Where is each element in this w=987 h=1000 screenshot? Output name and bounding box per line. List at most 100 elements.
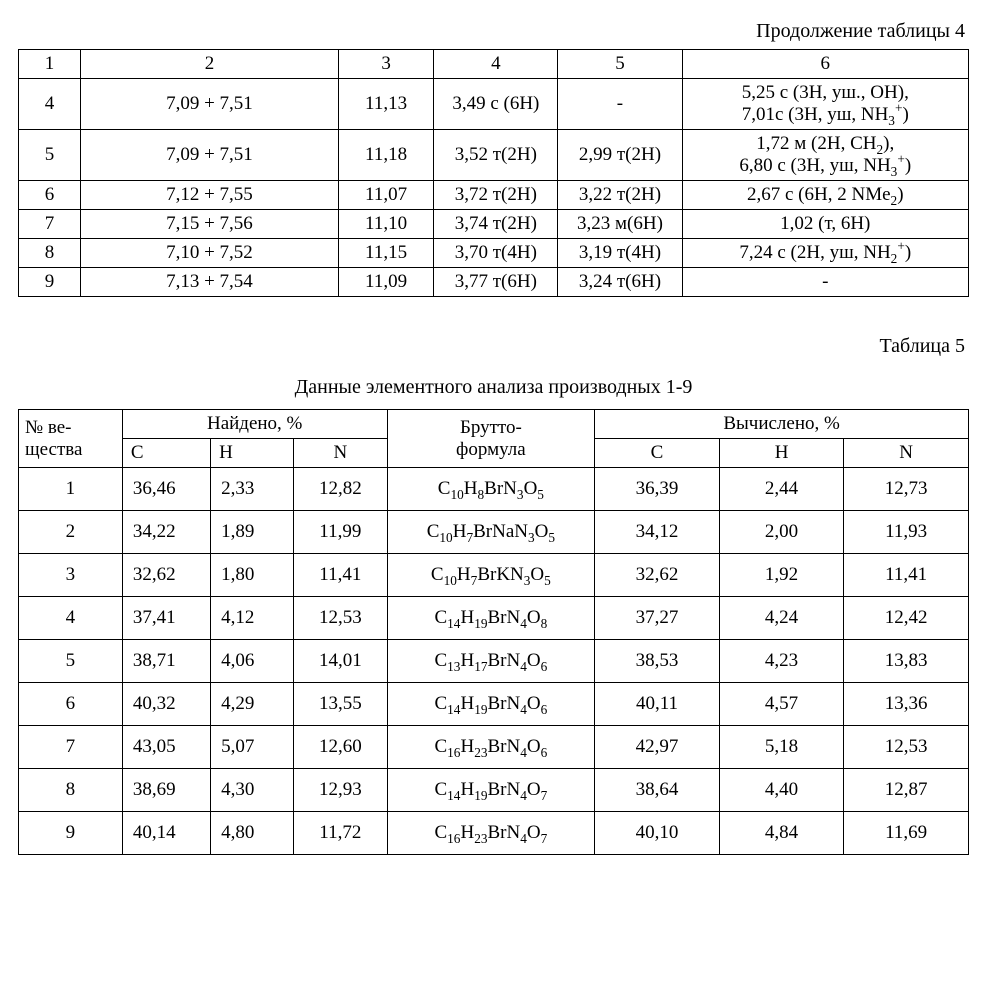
table5-cell: 5,07	[211, 726, 294, 769]
table5-cell: 38,53	[595, 640, 720, 683]
table4-cell: 7,12 + 7,55	[81, 181, 339, 210]
table5-cell: 4,24	[719, 597, 844, 640]
table4-cell: 2,99 т(2H)	[558, 130, 682, 181]
table4-row: 87,10 + 7,5211,153,70 т(4H)3,19 т(4H)7,2…	[19, 239, 969, 268]
table4-row: 47,09 + 7,5111,133,49 с (6H)-5,25 с (3H,…	[19, 79, 969, 130]
table5-cell: 12,87	[844, 769, 969, 812]
table5: № ве-щества Найдено, % Брутто- формула В…	[18, 409, 969, 855]
table5-cell: 1,89	[211, 511, 294, 554]
table5-head-h2: H	[719, 439, 844, 468]
table4-cell: 7,10 + 7,52	[81, 239, 339, 268]
table5-head-formula-top: Брутто-	[460, 417, 522, 438]
table4-cell: 6	[19, 181, 81, 210]
table4-head-1: 1	[19, 50, 81, 79]
table4-row: 67,12 + 7,5511,073,72 т(2H)3,22 т(2H)2,6…	[19, 181, 969, 210]
table5-cell: 40,14	[122, 812, 210, 855]
table5-head-n2: N	[844, 439, 969, 468]
table5-cell: 4,30	[211, 769, 294, 812]
table5-head-formula: Брутто- формула	[387, 410, 595, 468]
table4-cell: 7,13 + 7,54	[81, 268, 339, 297]
table4-cell: 1,02 (т, 6H)	[682, 210, 968, 239]
table4-cell: 3,70 т(4H)	[434, 239, 558, 268]
table5-head-c2: C	[595, 439, 720, 468]
table4-cell: 7,24 с (2H, уш, NH2+)	[682, 239, 968, 268]
table5-row: 437,414,1212,53C14H19BrN4O837,274,2412,4…	[19, 597, 969, 640]
table5-cell: C10H7BrKN3O5	[387, 554, 595, 597]
table5-row: 136,462,3312,82C10H8BrN3O536,392,4412,73	[19, 468, 969, 511]
table5-cell: 12,60	[294, 726, 387, 769]
table4-cell: 7	[19, 210, 81, 239]
table4-cell: 2,67 с (6H, 2 NMe2)	[682, 181, 968, 210]
table4-cell: 9	[19, 268, 81, 297]
table4-cell: 3,52 т(2H)	[434, 130, 558, 181]
table4-row: 77,15 + 7,5611,103,74 т(2H)3,23 м(6H)1,0…	[19, 210, 969, 239]
table5-cell: C14H19BrN4O6	[387, 683, 595, 726]
table5-head-found: Найдено, %	[122, 410, 387, 439]
table5-cell: 12,53	[294, 597, 387, 640]
table5-cell: 1,80	[211, 554, 294, 597]
table4-row: 57,09 + 7,5111,183,52 т(2H)2,99 т(2H)1,7…	[19, 130, 969, 181]
table4-head-2: 2	[81, 50, 339, 79]
table4-cell: 3,77 т(6H)	[434, 268, 558, 297]
table5-cell: 1,92	[719, 554, 844, 597]
table5-cell: 34,22	[122, 511, 210, 554]
table4-cell: 11,18	[338, 130, 433, 181]
table5-cell: 12,93	[294, 769, 387, 812]
table5-cell: 4	[19, 597, 123, 640]
table4-cell: 1,72 м (2H, CH2),6,80 с (3H, уш, NH3+)	[682, 130, 968, 181]
table4-cell: -	[682, 268, 968, 297]
table5-row: 940,144,8011,72C16H23BrN4O740,104,8411,6…	[19, 812, 969, 855]
table4-cell: 7,09 + 7,51	[81, 79, 339, 130]
table4-cell: 3,72 т(2H)	[434, 181, 558, 210]
table4-head-3: 3	[338, 50, 433, 79]
table5-cell: 36,39	[595, 468, 720, 511]
table5-cell: C14H19BrN4O7	[387, 769, 595, 812]
table4-cell: 3,24 т(6H)	[558, 268, 682, 297]
table5-cell: 4,40	[719, 769, 844, 812]
table4-cell: 3,49 с (6H)	[434, 79, 558, 130]
table5-cell: 4,23	[719, 640, 844, 683]
table4-row: 97,13 + 7,5411,093,77 т(6H)3,24 т(6H)-	[19, 268, 969, 297]
table4-cell: 3,19 т(4H)	[558, 239, 682, 268]
table5-cell: 43,05	[122, 726, 210, 769]
table5-cell: C16H23BrN4O7	[387, 812, 595, 855]
table5-cell: 11,41	[294, 554, 387, 597]
table5-cell: 4,57	[719, 683, 844, 726]
table5-cell: 38,71	[122, 640, 210, 683]
table5-cell: 5,18	[719, 726, 844, 769]
table5-cell: 4,12	[211, 597, 294, 640]
table5-cell: 11,72	[294, 812, 387, 855]
table5-cell: 1	[19, 468, 123, 511]
table5-cell: 12,42	[844, 597, 969, 640]
table5-cell: 11,41	[844, 554, 969, 597]
table5-cell: 37,27	[595, 597, 720, 640]
table5-cell: 5	[19, 640, 123, 683]
table5-cell: 37,41	[122, 597, 210, 640]
table5-cell: 34,12	[595, 511, 720, 554]
table5-cell: 7	[19, 726, 123, 769]
table5-cell: 11,99	[294, 511, 387, 554]
table5-cell: 3	[19, 554, 123, 597]
table5-cell: 4,84	[719, 812, 844, 855]
table4-cell: 4	[19, 79, 81, 130]
table4: 1 2 3 4 5 6 47,09 + 7,5111,133,49 с (6H)…	[18, 49, 969, 297]
table4-head-5: 5	[558, 50, 682, 79]
table5-cell: 40,11	[595, 683, 720, 726]
table4-cell: 11,09	[338, 268, 433, 297]
table5-cell: 12,53	[844, 726, 969, 769]
table5-cell: 4,80	[211, 812, 294, 855]
table5-cell: 2	[19, 511, 123, 554]
table5-cell: C10H8BrN3O5	[387, 468, 595, 511]
table4-cell: 7,09 + 7,51	[81, 130, 339, 181]
table5-head-h1: H	[211, 439, 294, 468]
table4-cell: 7,15 + 7,56	[81, 210, 339, 239]
table5-cell: C13H17BrN4O6	[387, 640, 595, 683]
table5-label: Таблица 5	[18, 335, 965, 358]
table5-row: 838,694,3012,93C14H19BrN4O738,644,4012,8…	[19, 769, 969, 812]
table4-cell: 3,74 т(2H)	[434, 210, 558, 239]
table5-cell: 4,06	[211, 640, 294, 683]
table4-cell: -	[558, 79, 682, 130]
table5-row: 640,324,2913,55C14H19BrN4O640,114,5713,3…	[19, 683, 969, 726]
table5-cell: 11,93	[844, 511, 969, 554]
table4-head-6: 6	[682, 50, 968, 79]
